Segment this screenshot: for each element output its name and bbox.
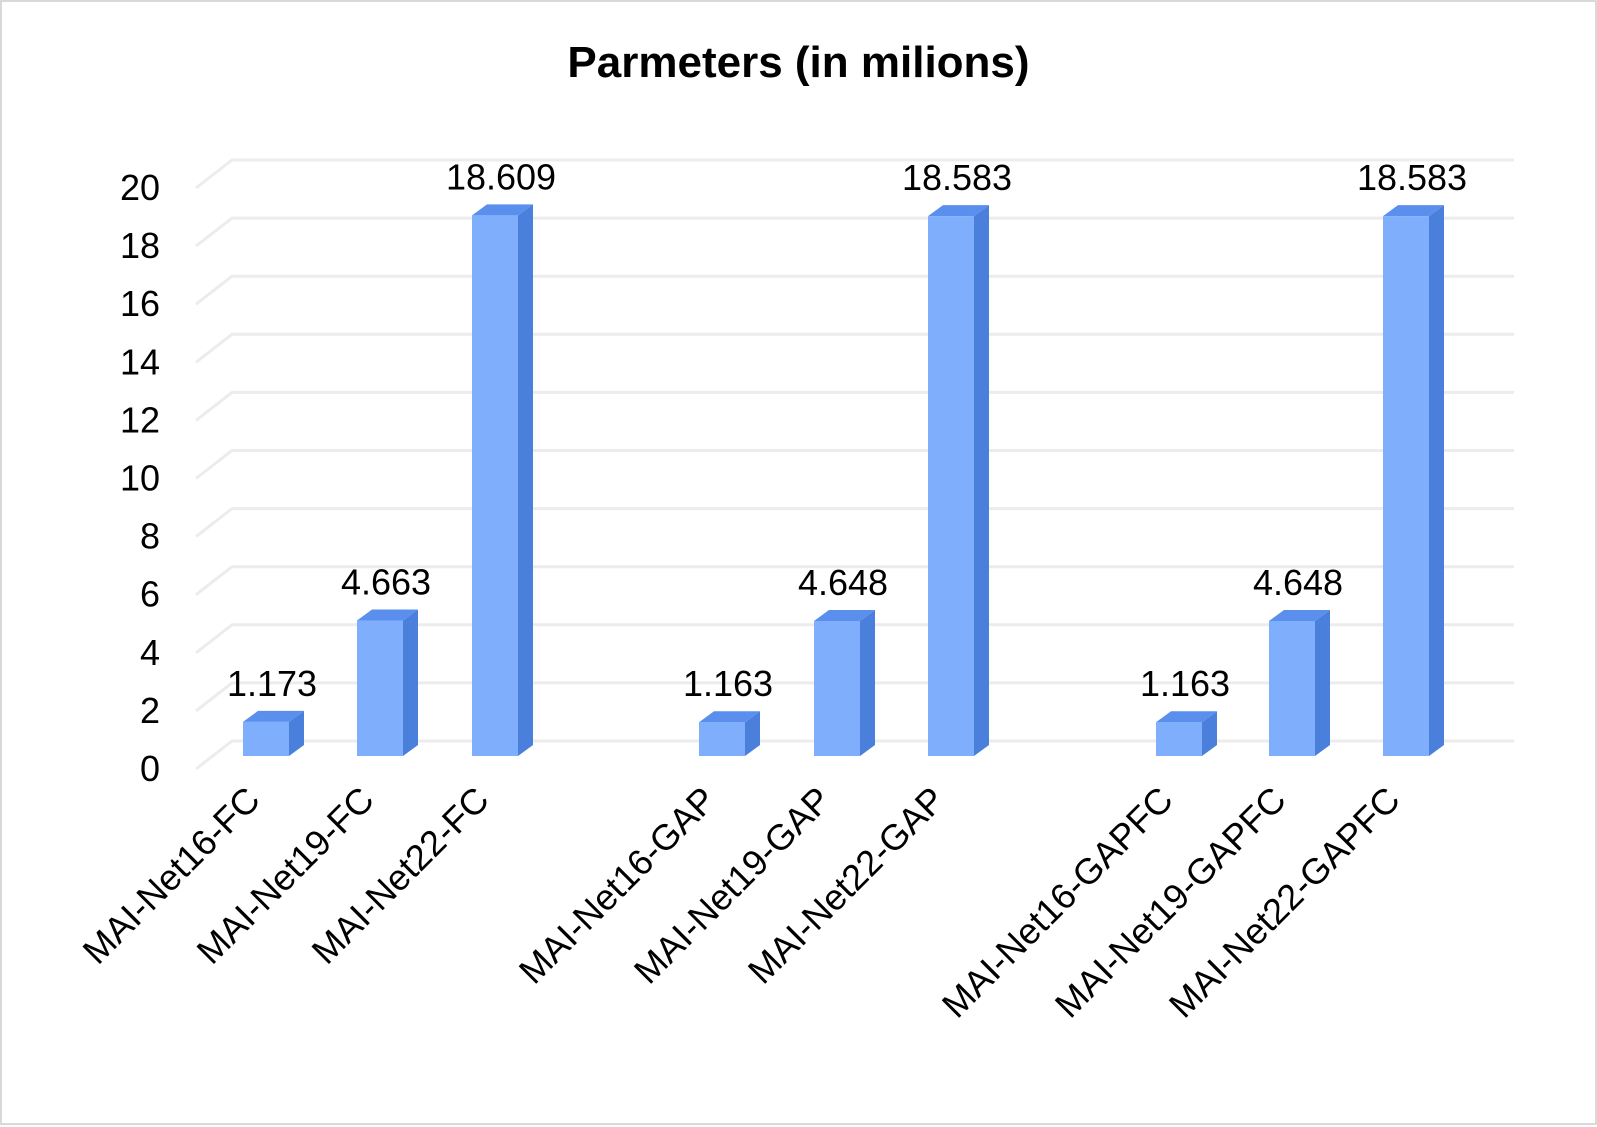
bar-MAI-Net16-GAPFC <box>1156 711 1217 756</box>
y-tick-label: 20 <box>120 167 160 208</box>
bars <box>243 204 1444 757</box>
bar-top-face <box>1383 205 1444 217</box>
bar-front-face <box>814 620 860 756</box>
bar-MAI-Net19-GAPFC <box>1269 609 1330 756</box>
data-label: 18.583 <box>902 157 1012 198</box>
data-label: 18.609 <box>446 156 556 197</box>
bar-MAI-Net16-FC <box>243 710 304 756</box>
bar-front-face <box>243 721 289 756</box>
gridline-8 <box>195 507 1514 538</box>
gridlines <box>195 158 1514 771</box>
bar-side-face <box>518 204 533 756</box>
gridline-12 <box>195 390 1514 422</box>
chart-title: Parmeters (in milions) <box>567 38 1030 87</box>
bar-MAI-Net19-GAP <box>814 609 875 756</box>
y-tick-label: 4 <box>140 632 160 673</box>
bar-front-face <box>1269 620 1315 756</box>
bar-side-face <box>860 609 875 756</box>
bar-front-face <box>699 722 745 756</box>
y-tick-label: 6 <box>140 574 160 615</box>
bar-top-face <box>814 609 875 621</box>
bar-side-face <box>1202 711 1217 756</box>
bar-side-face <box>745 711 760 756</box>
bar-MAI-Net19-FC <box>357 609 418 756</box>
y-tick-label: 2 <box>140 690 160 731</box>
gridline-0 <box>195 739 1514 771</box>
data-labels: 1.173 4.663 18.609 1.163 4.648 18.583 1.163 4.6… <box>227 156 1467 704</box>
bar-side-face <box>289 710 304 756</box>
bar-top-face <box>699 711 760 723</box>
bar-MAI-Net22-FC <box>472 204 533 756</box>
data-label: 1.163 <box>683 663 773 704</box>
bar-side-face <box>974 205 989 757</box>
y-tick-label: 16 <box>120 283 160 324</box>
bar-front-face <box>1156 722 1202 756</box>
data-label: 4.663 <box>341 562 431 603</box>
bar-top-face <box>928 205 989 217</box>
bar-MAI-Net22-GAPFC <box>1383 205 1444 757</box>
bar-top-face <box>1156 711 1217 723</box>
gridline-18 <box>195 216 1514 248</box>
data-label: 1.163 <box>1140 663 1230 704</box>
y-tick-label: 12 <box>120 399 160 440</box>
bar-front-face <box>928 216 974 757</box>
x-tick-label: MAI-Net19-GAP <box>626 779 839 992</box>
bar-top-face <box>472 204 533 216</box>
bar-top-face <box>1269 609 1330 621</box>
y-tick-label: 10 <box>120 458 160 499</box>
y-tick-label: 18 <box>120 225 160 266</box>
y-tick-label: 14 <box>120 341 160 382</box>
gridline-16 <box>195 274 1514 306</box>
x-tick-label: MAI-Net16-GAP <box>511 779 724 992</box>
data-label: 18.583 <box>1357 157 1467 198</box>
gridline-4 <box>195 623 1514 654</box>
bar-front-face <box>1383 216 1429 757</box>
data-label: 4.648 <box>798 562 888 603</box>
data-label: 4.648 <box>1253 562 1343 603</box>
gridline-20 <box>195 158 1514 190</box>
gridline-6 <box>195 565 1514 596</box>
gridline-2 <box>195 681 1514 713</box>
bar-MAI-Net16-GAP <box>699 711 760 756</box>
bar-side-face <box>1315 609 1330 756</box>
data-label: 1.173 <box>227 663 317 704</box>
bar-top-face <box>243 710 304 722</box>
bar-top-face <box>357 609 418 621</box>
bar-front-face <box>357 620 403 756</box>
bar-side-face <box>1429 205 1444 757</box>
y-tick-label: 8 <box>140 516 160 557</box>
bar-front-face <box>472 215 518 756</box>
gridline-14 <box>195 332 1514 364</box>
x-tick-label: MAI-Net22-GAP <box>740 779 953 992</box>
bar-side-face <box>403 609 418 756</box>
bar-MAI-Net22-GAP <box>928 205 989 757</box>
gridline-10 <box>195 449 1514 480</box>
y-axis-tick-labels: 0 2 4 6 8 10 12 14 16 18 20 <box>120 167 160 789</box>
y-tick-label: 0 <box>140 748 160 789</box>
